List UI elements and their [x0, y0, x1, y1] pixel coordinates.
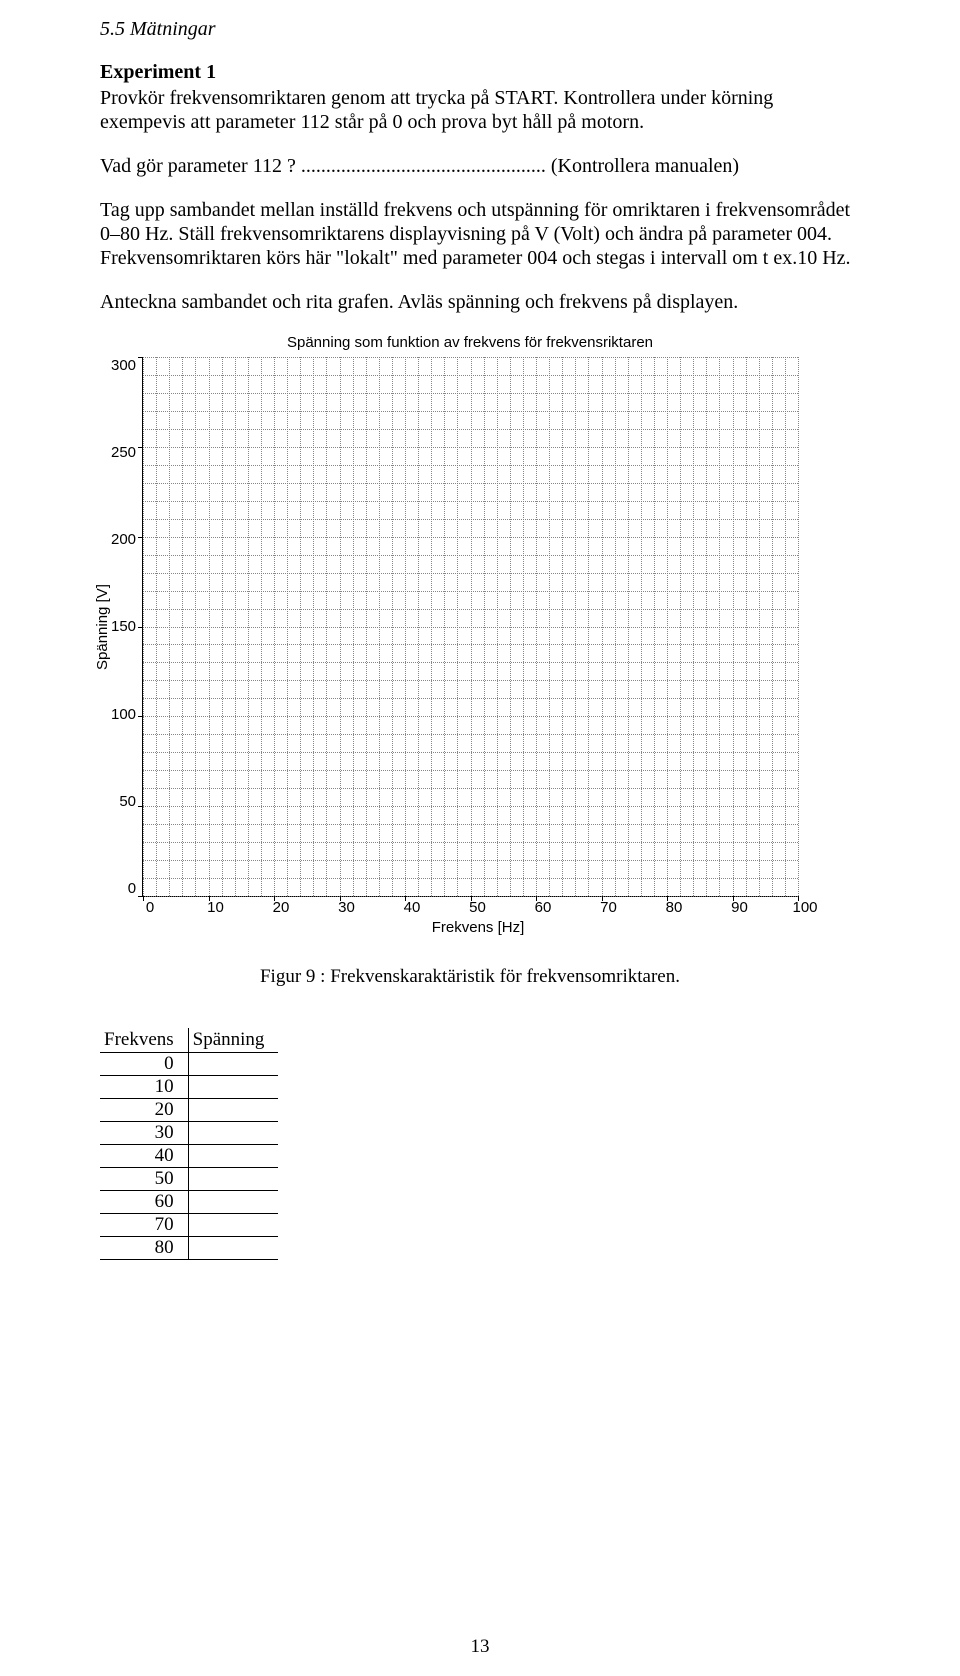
- table-row: 10: [100, 1076, 278, 1099]
- chart-xtick-label: 60: [535, 899, 552, 916]
- table-row: 60: [100, 1191, 278, 1214]
- figure-caption: Figur 9 : Frekvenskaraktäristik för frek…: [90, 966, 850, 988]
- table-col-frekvens: Frekvens: [100, 1028, 188, 1053]
- table-row: 80: [100, 1237, 278, 1260]
- chart-xtick-label: 100: [792, 899, 817, 916]
- freq-voltage-table: Frekvens Spänning 01020304050607080: [100, 1028, 278, 1260]
- chart-plot-area: [142, 357, 798, 897]
- chart-xtick-label: 30: [338, 899, 355, 916]
- table-cell-frekvens: 20: [100, 1099, 188, 1122]
- paragraph-2: Vad gör parameter 112 ? ................…: [100, 154, 860, 178]
- page-number: 13: [0, 1636, 960, 1658]
- table-cell-spanning: [188, 1214, 278, 1237]
- figure-caption-suffix: : Frekvenskaraktäristik för frekvensomri…: [315, 966, 680, 987]
- table-cell-spanning: [188, 1191, 278, 1214]
- paragraph-1: Provkör frekvensomriktaren genom att try…: [100, 86, 860, 134]
- chart-area: Spänning [V] 300 250 200 150 100 50 0: [90, 357, 850, 897]
- section-heading: 5.5 Mätningar: [100, 18, 860, 41]
- table-cell-spanning: [188, 1099, 278, 1122]
- table-cell-frekvens: 80: [100, 1237, 188, 1260]
- table-row: 30: [100, 1122, 278, 1145]
- table-cell-spanning: [188, 1168, 278, 1191]
- chart-ylabel: Spänning [V]: [90, 357, 111, 897]
- chart-xtick-label: 0: [146, 899, 154, 916]
- chart-xtick-label: 80: [666, 899, 683, 916]
- table-cell-frekvens: 70: [100, 1214, 188, 1237]
- chart-ytick-label: 0: [111, 880, 136, 897]
- para2-prefix: Vad gör parameter 112 ?: [100, 155, 301, 177]
- table-row: 0: [100, 1053, 278, 1076]
- table-cell-spanning: [188, 1122, 278, 1145]
- table-row: 70: [100, 1214, 278, 1237]
- table-cell-spanning: [188, 1145, 278, 1168]
- chart-ytick-label: 50: [111, 793, 136, 810]
- table-cell-spanning: [188, 1237, 278, 1260]
- table-cell-frekvens: 40: [100, 1145, 188, 1168]
- chart-xtick-label: 50: [469, 899, 486, 916]
- chart-ytick-label: 200: [111, 531, 136, 548]
- table-cell-spanning: [188, 1053, 278, 1076]
- chart-xtick-label: 70: [600, 899, 617, 916]
- chart-xtick-label: 40: [404, 899, 421, 916]
- chart-xtick-label: 20: [273, 899, 290, 916]
- table-row: 40: [100, 1145, 278, 1168]
- figure-number: 9: [306, 966, 316, 987]
- chart-container: Spänning som funktion av frekvens för fr…: [90, 334, 850, 988]
- table-cell-frekvens: 60: [100, 1191, 188, 1214]
- chart-xticks: 0102030405060708090100: [150, 897, 806, 917]
- chart-xtick-label: 10: [207, 899, 224, 916]
- chart-ytick-label: 300: [111, 357, 136, 374]
- para2-suffix: (Kontrollera manualen): [546, 155, 739, 177]
- chart-ytick-label: 100: [111, 706, 136, 723]
- page: 5.5 Mätningar Experiment 1 Provkör frekv…: [0, 0, 960, 1676]
- table-cell-frekvens: 50: [100, 1168, 188, 1191]
- para2-dots: ........................................…: [301, 155, 546, 177]
- table-header-row: Frekvens Spänning: [100, 1028, 278, 1053]
- figure-caption-prefix: Figur: [260, 966, 306, 987]
- table-row: 50: [100, 1168, 278, 1191]
- chart-ytick-label: 150: [111, 618, 136, 635]
- table-cell-spanning: [188, 1076, 278, 1099]
- chart-title: Spänning som funktion av frekvens för fr…: [90, 334, 850, 351]
- table-cell-frekvens: 10: [100, 1076, 188, 1099]
- table-row: 20: [100, 1099, 278, 1122]
- table-col-spanning: Spänning: [188, 1028, 278, 1053]
- table-cell-frekvens: 0: [100, 1053, 188, 1076]
- chart-xtick-label: 90: [731, 899, 748, 916]
- paragraph-3: Tag upp sambandet mellan inställd frekve…: [100, 198, 860, 270]
- chart-ytick-label: 250: [111, 444, 136, 461]
- table-cell-frekvens: 30: [100, 1122, 188, 1145]
- paragraph-4: Anteckna sambandet och rita grafen. Avlä…: [100, 290, 860, 314]
- chart-xlabel: Frekvens [Hz]: [150, 919, 806, 936]
- experiment-title: Experiment 1: [100, 61, 860, 84]
